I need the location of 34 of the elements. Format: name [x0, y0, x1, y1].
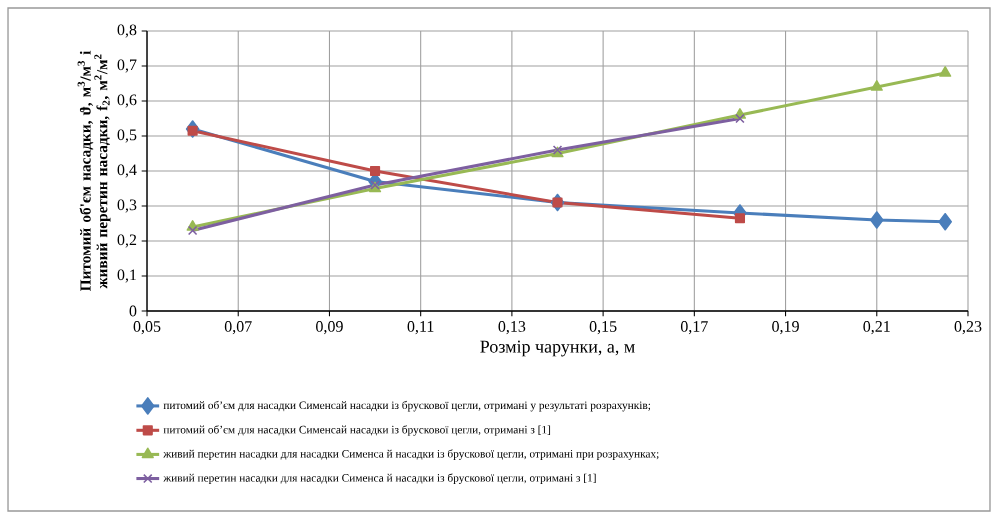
x-tick-label: 0,05 [133, 321, 161, 335]
x-tick-label: 0,13 [498, 321, 526, 335]
y-tick-label: 0,2 [117, 234, 137, 248]
x-tick-label: 0,17 [680, 321, 708, 335]
point [869, 211, 884, 229]
x-tick-label: 0,07 [224, 321, 252, 335]
y-tick-label: 0,6 [117, 94, 137, 108]
legend-label: живий перетин насадки для насадки Сименса й насадки із брускової цегли, отримані при розрахунках; [163, 449, 659, 460]
point [734, 213, 746, 224]
y-tick-label: 0,3 [117, 199, 137, 213]
y-tick-label: 0,1 [117, 269, 137, 283]
x-tick-label: 0,15 [589, 321, 617, 335]
x-tick-label: 0,09 [316, 321, 343, 335]
point [187, 225, 198, 236]
x-tick-label: 0,11 [407, 321, 434, 335]
y-tick-label: 0,7 [117, 59, 137, 73]
y-tick-label: 0,4 [117, 164, 137, 178]
point [370, 165, 381, 177]
y-tick-label: 0 [129, 305, 137, 317]
y-tick-label: 0,8 [117, 24, 137, 38]
x-tick-label: 0,21 [863, 321, 890, 335]
point [870, 80, 883, 91]
x-axis-title: Розмір чарунки, a, м [480, 340, 635, 357]
legend-label: питомий об’єм для насадки Сименсай насадки із брускової цегли, отримані з [1] [163, 425, 551, 436]
x-tick-label: 0,19 [772, 321, 799, 335]
legend-label: живий перетин насадки для насадки Сименса й насадки із брускової цегли, отримані з [1] [163, 473, 596, 485]
point [187, 125, 198, 136]
point [552, 197, 563, 208]
x-tick-label: 0,23 [954, 321, 982, 335]
point [938, 212, 952, 231]
point [939, 66, 952, 77]
legend-label: питомий об’єм для насадки Сименсай насадки із брускової цегли, отримані у результаті розрахунків; [163, 400, 651, 412]
point [735, 113, 745, 124]
y-tick-label: 0,5 [117, 129, 137, 143]
